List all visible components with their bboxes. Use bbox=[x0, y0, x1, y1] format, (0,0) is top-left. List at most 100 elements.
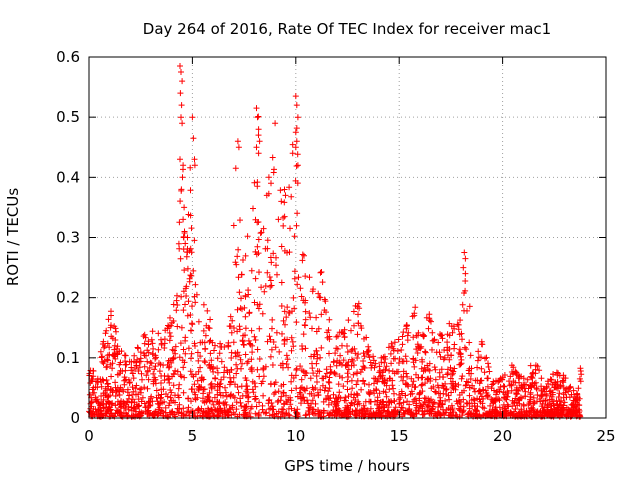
data-point bbox=[269, 403, 276, 410]
data-point bbox=[258, 284, 265, 291]
data-point bbox=[282, 321, 288, 328]
data-point bbox=[216, 350, 223, 357]
data-point bbox=[166, 329, 173, 336]
data-point bbox=[228, 349, 235, 356]
data-point bbox=[194, 394, 201, 401]
data-point bbox=[231, 325, 237, 331]
data-point bbox=[195, 407, 202, 414]
data-point bbox=[234, 138, 241, 145]
data-point bbox=[221, 369, 227, 376]
data-point bbox=[345, 366, 352, 373]
data-point bbox=[235, 274, 242, 281]
data-point bbox=[577, 365, 584, 372]
data-point bbox=[211, 347, 217, 354]
data-point bbox=[242, 313, 249, 320]
data-point bbox=[288, 193, 295, 200]
data-point bbox=[145, 399, 152, 406]
data-point bbox=[148, 393, 155, 400]
data-points bbox=[86, 63, 585, 420]
data-point bbox=[458, 375, 465, 382]
data-point bbox=[242, 252, 249, 259]
data-point bbox=[473, 407, 480, 414]
data-point bbox=[348, 356, 355, 363]
data-point bbox=[272, 120, 279, 127]
data-point bbox=[527, 393, 534, 400]
data-point bbox=[170, 382, 177, 389]
data-point bbox=[97, 348, 104, 355]
data-point bbox=[168, 389, 175, 396]
data-point bbox=[502, 408, 509, 415]
data-point bbox=[298, 376, 305, 383]
data-point bbox=[276, 348, 283, 355]
data-point bbox=[98, 383, 105, 390]
data-point bbox=[312, 400, 319, 407]
data-point bbox=[345, 359, 352, 365]
data-point bbox=[527, 396, 533, 403]
data-point bbox=[176, 219, 183, 226]
data-point bbox=[412, 395, 419, 402]
data-point bbox=[289, 141, 296, 148]
data-point bbox=[174, 302, 181, 308]
data-point bbox=[376, 407, 382, 414]
data-point bbox=[182, 350, 189, 357]
data-point bbox=[552, 379, 559, 386]
data-point bbox=[294, 114, 301, 121]
data-point bbox=[379, 378, 386, 385]
data-point bbox=[463, 378, 470, 385]
data-point bbox=[151, 366, 158, 373]
data-point bbox=[467, 376, 474, 382]
data-point bbox=[240, 332, 247, 339]
data-point bbox=[313, 347, 320, 354]
data-point bbox=[184, 312, 191, 319]
data-point bbox=[397, 394, 404, 401]
data-point bbox=[203, 322, 210, 329]
data-point bbox=[507, 410, 514, 417]
data-point bbox=[268, 346, 275, 353]
data-point bbox=[438, 332, 445, 339]
data-point bbox=[189, 303, 195, 310]
data-point bbox=[280, 389, 287, 396]
data-point bbox=[293, 367, 300, 373]
data-point bbox=[131, 352, 138, 359]
data-point bbox=[418, 365, 425, 372]
data-point bbox=[111, 346, 118, 353]
data-point bbox=[409, 381, 416, 388]
data-point bbox=[237, 356, 244, 363]
data-point bbox=[559, 378, 566, 385]
data-point bbox=[540, 408, 547, 414]
data-point bbox=[196, 384, 203, 391]
data-point bbox=[165, 402, 172, 409]
data-point bbox=[430, 401, 437, 407]
data-point bbox=[377, 367, 384, 374]
data-point bbox=[182, 301, 188, 308]
data-point bbox=[108, 322, 114, 329]
data-point bbox=[234, 328, 241, 335]
data-point bbox=[151, 412, 158, 418]
data-point bbox=[131, 404, 138, 411]
data-point bbox=[313, 360, 320, 367]
data-point bbox=[354, 331, 361, 338]
data-point bbox=[155, 346, 162, 353]
data-point bbox=[398, 404, 405, 411]
data-point bbox=[341, 334, 348, 341]
data-point bbox=[103, 364, 110, 371]
data-point bbox=[419, 381, 426, 388]
data-point bbox=[414, 341, 421, 348]
data-point bbox=[332, 350, 339, 357]
data-point bbox=[273, 329, 280, 336]
data-point bbox=[457, 317, 464, 324]
data-point bbox=[449, 384, 456, 391]
data-point bbox=[255, 150, 262, 157]
data-point bbox=[234, 306, 241, 313]
data-point bbox=[262, 283, 269, 289]
data-point bbox=[280, 222, 287, 229]
data-point bbox=[133, 362, 140, 369]
data-point bbox=[124, 386, 131, 393]
data-point bbox=[293, 319, 300, 326]
data-point bbox=[486, 368, 493, 375]
data-point bbox=[501, 372, 508, 378]
data-point bbox=[207, 364, 214, 371]
data-point bbox=[419, 358, 426, 365]
data-point bbox=[141, 331, 148, 338]
data-point bbox=[376, 363, 383, 370]
